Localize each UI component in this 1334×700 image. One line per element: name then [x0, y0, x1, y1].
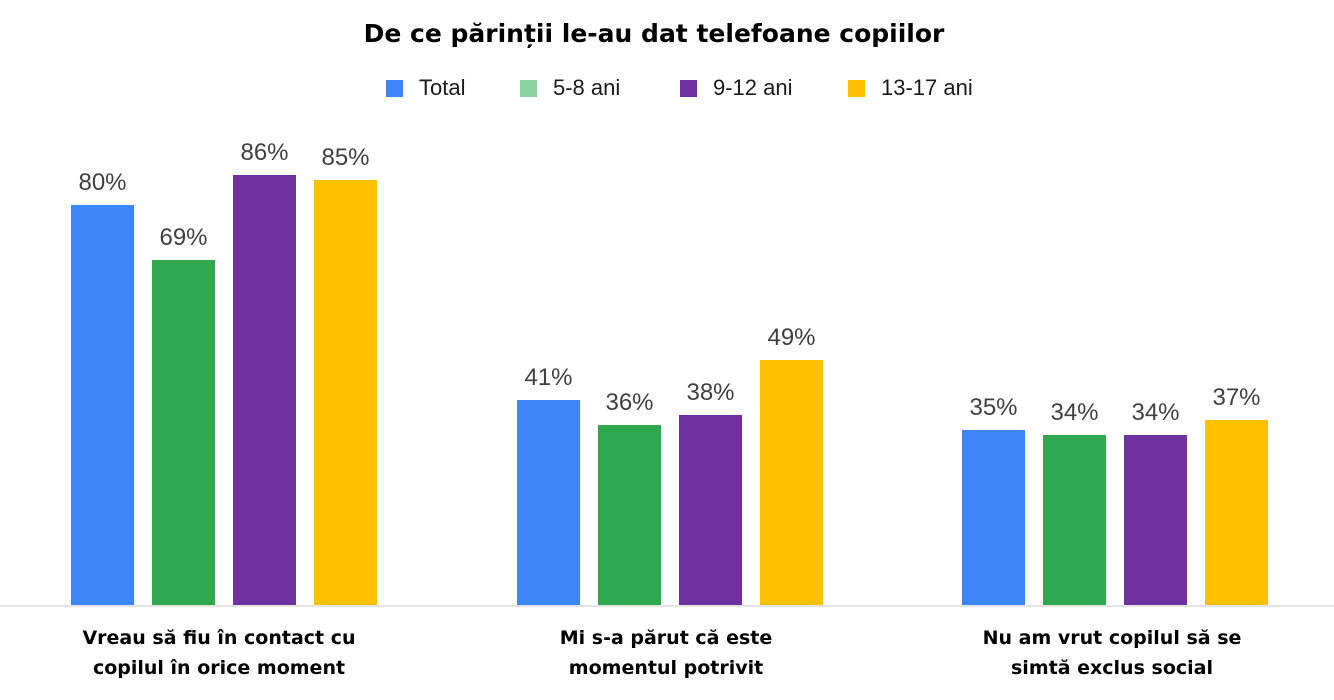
- bar-1-2: [679, 415, 742, 605]
- bar-1-1: [598, 425, 661, 605]
- category-label-1-1: momentul potrivit: [569, 657, 763, 679]
- legend-swatch-3: [848, 80, 865, 97]
- value-label-0-3: 85%: [321, 144, 369, 171]
- category-labels: Vreau să fiu în contact cu copilul în ori…: [82, 627, 1241, 679]
- value-label-0-0: 80%: [78, 169, 126, 196]
- value-label-2-0: 35%: [969, 394, 1017, 421]
- value-label-1-0: 41%: [524, 364, 572, 391]
- bar-2-3: [1205, 420, 1268, 605]
- legend-swatch-2: [680, 80, 697, 97]
- legend-label-1: 5-8 ani: [553, 75, 620, 100]
- value-label-1-3: 49%: [767, 324, 815, 351]
- category-label-1-0: Mi s-a părut că este: [560, 627, 773, 649]
- category-label-2-0: Nu am vrut copilul să se: [983, 627, 1242, 649]
- category-label-2-1: simtă exclus social: [1011, 657, 1213, 679]
- value-labels: 80% 69% 86% 85% 41% 36% 38% 49% 35% 34% 34% 37%: [78, 139, 1260, 426]
- value-label-1-2: 38%: [686, 379, 734, 406]
- legend-swatch-1: [520, 80, 537, 97]
- category-label-0-0: Vreau să fiu în contact cu: [82, 627, 355, 649]
- chart-title: De ce părinții le-au dat telefoane copii…: [364, 19, 945, 48]
- legend-swatch-0: [386, 80, 403, 97]
- bar-0-2: [233, 175, 296, 605]
- bars: [71, 175, 1268, 605]
- bar-1-3: [760, 360, 823, 605]
- bar-1-0: [517, 400, 580, 605]
- legend: Total 5-8 ani 9-12 ani 13-17 ani: [386, 75, 973, 100]
- bar-0-3: [314, 180, 377, 605]
- bar-0-0: [71, 205, 134, 605]
- bar-2-1: [1043, 435, 1106, 605]
- value-label-2-2: 34%: [1131, 399, 1179, 426]
- category-label-0-1: copilul în orice moment: [93, 657, 345, 679]
- value-label-0-2: 86%: [240, 139, 288, 166]
- bar-0-1: [152, 260, 215, 605]
- bar-2-0: [962, 430, 1025, 605]
- value-label-2-3: 37%: [1212, 384, 1260, 411]
- value-label-0-1: 69%: [159, 224, 207, 251]
- legend-label-3: 13-17 ani: [881, 75, 973, 100]
- legend-label-2: 9-12 ani: [713, 75, 793, 100]
- value-label-1-1: 36%: [605, 389, 653, 416]
- value-label-2-1: 34%: [1050, 399, 1098, 426]
- bar-2-2: [1124, 435, 1187, 605]
- legend-label-0: Total: [419, 75, 465, 100]
